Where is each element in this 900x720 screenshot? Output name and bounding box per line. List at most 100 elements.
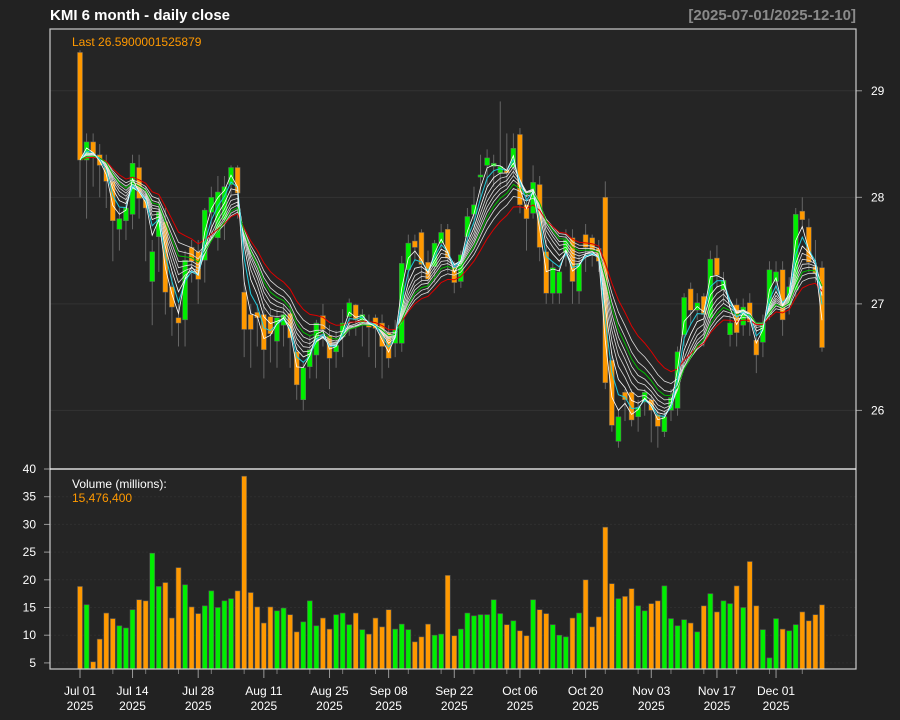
x-tick-year: 2025 [251,699,278,713]
volume-bar [786,630,792,670]
volume-bar [530,599,536,670]
price-tick-label: 29 [871,84,885,98]
volume-bar [195,613,201,670]
x-tick-label: Aug 11 [245,684,282,698]
volume-bar [418,636,425,670]
volume-bar [615,598,622,670]
volume-bar [523,635,530,670]
volume-bar [582,579,589,670]
volume-bar [169,617,175,670]
price-panel [50,29,856,469]
volume-last-value: 15,476,400 [72,491,132,505]
volume-bar [123,627,129,670]
volume-bar [346,624,353,670]
candle-body [464,216,471,237]
volume-bar [477,614,484,670]
x-tick-year: 2025 [316,699,343,713]
candle-body [819,267,825,348]
volume-bar [609,583,615,670]
volume-bar [149,552,156,670]
candle-body [346,302,352,317]
volume-bar [142,600,149,670]
volume-bar [110,618,116,670]
candle-body [326,335,333,359]
volume-bar [635,605,641,670]
volume-bar [267,606,274,670]
volume-bar [300,621,307,670]
volume-bar [366,633,372,670]
volume-bar [458,628,464,670]
volume-bar [274,610,280,670]
candle-body [169,286,175,308]
candle-body [517,134,523,206]
candle-body [431,242,438,267]
volume-bar [563,636,569,670]
volume-bar [352,612,359,670]
volume-bar [339,612,346,670]
x-tick-year: 2025 [185,699,212,713]
volume-tick-label: 30 [23,517,37,531]
volume-bar [536,609,543,670]
volume-tick-label: 20 [23,573,37,587]
volume-bar [760,629,766,670]
volume-bar [497,613,504,670]
candle-body [274,317,280,342]
volume-bar [379,626,385,670]
volume-bar [188,606,195,670]
volume-bar [622,596,628,670]
volume-bar [182,584,188,670]
volume-bar [280,607,287,670]
volume-bar [799,611,806,670]
volume-bar [628,588,635,670]
volume-bar [714,611,720,670]
volume-bar [398,623,405,670]
x-tick-year: 2025 [119,699,146,713]
x-tick-label: Oct 20 [568,684,604,698]
volume-bar [819,604,825,670]
volume-bar [261,622,267,670]
volume-bar [490,599,497,670]
x-tick-label: Aug 25 [310,684,348,698]
candle-body [444,229,451,259]
x-tick-year: 2025 [572,699,599,713]
volume-tick-label: 15 [23,601,37,615]
volume-bar [247,592,254,670]
candle-body [293,351,300,386]
volume-bar [405,629,412,670]
volume-tick-label: 5 [29,656,36,670]
candle-body [175,317,182,324]
x-tick-label: Sep 22 [435,684,473,698]
date-range: [2025-07-01/2025-12-10] [688,7,856,24]
candle-body [740,306,746,326]
volume-bar [707,593,714,670]
candle-body [727,322,733,336]
volume-bar [438,633,444,670]
candle-body [523,204,530,219]
price-tick-label: 26 [871,403,885,417]
volume-bar [307,600,313,670]
volume-bar [313,625,320,670]
price-tick-label: 27 [871,297,885,311]
x-tick-year: 2025 [507,699,534,713]
volume-bar [484,614,490,670]
volume-bar [517,630,523,670]
candle-body [550,267,556,294]
candle-body [556,271,563,294]
candle-body [714,257,720,276]
candle-body [353,304,359,321]
x-tick-label: Nov 03 [632,684,670,698]
volume-bar [175,567,182,670]
volume-bar [792,624,799,670]
volume-bar [694,631,701,670]
volume-bar [648,603,655,670]
volume-bar [720,600,727,670]
volume-bar [320,617,326,670]
volume-bar [129,609,136,670]
volume-bar [740,607,747,670]
candle-body [792,214,799,291]
volume-bar [77,586,83,670]
x-tick-label: Jul 14 [117,684,149,698]
volume-bar [83,604,90,670]
chart-frame [49,28,857,670]
candle-body [582,234,589,248]
